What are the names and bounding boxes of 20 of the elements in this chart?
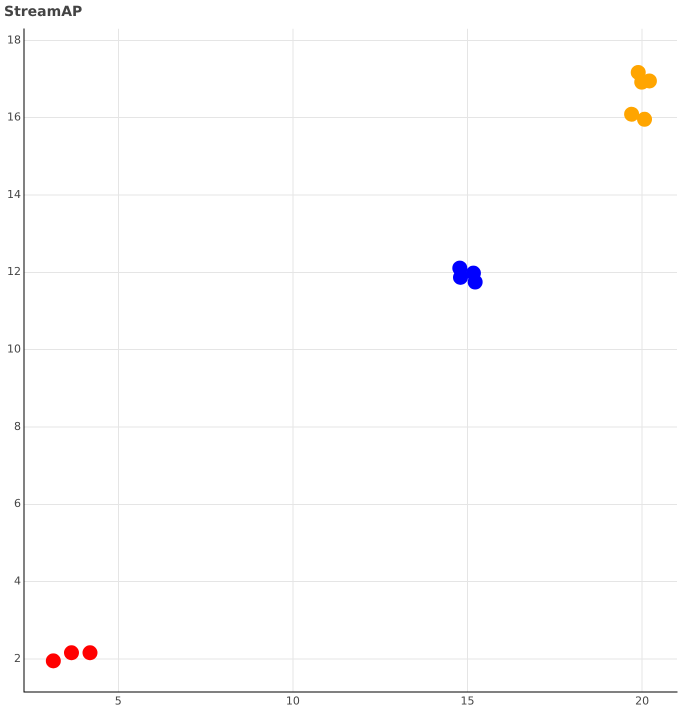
- chart-title: StreamAP: [4, 4, 82, 20]
- y-tick-label: 10: [6, 342, 21, 356]
- y-tick-label: 12: [6, 265, 21, 278]
- point: [624, 106, 640, 122]
- y-tick-label: 14: [6, 188, 21, 201]
- x-tick-label: 5: [114, 694, 122, 708]
- x-tick-label: 10: [286, 694, 300, 708]
- point: [64, 645, 79, 660]
- y-tick-label: 2: [14, 652, 21, 665]
- y-tick-label: 4: [14, 574, 21, 588]
- y-tick-label: 6: [14, 497, 21, 510]
- point: [46, 653, 61, 668]
- point: [637, 112, 652, 127]
- y-tick-label: 8: [14, 420, 21, 433]
- x-tick-label: 20: [635, 694, 650, 708]
- x-tick-label: 15: [460, 694, 474, 708]
- point: [468, 274, 483, 290]
- y-tick-label: 16: [6, 110, 21, 124]
- y-tick-label: 18: [6, 33, 21, 46]
- point: [82, 645, 98, 660]
